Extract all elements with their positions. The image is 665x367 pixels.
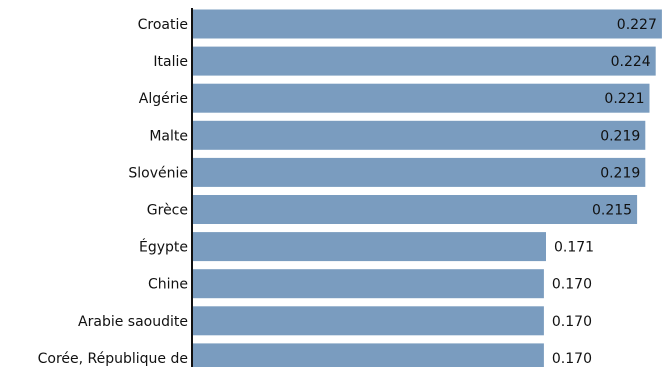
bar: [192, 83, 650, 113]
category-label: Corée, République de: [38, 351, 188, 367]
bar: [192, 343, 544, 367]
category-labels-group: Croatie Italie Algérie Malte Slovénie Grèce Ég…: [38, 17, 188, 367]
value-labels-group: 0.227 0.224 0.221 0.219 0.219 0.215 0.171 0.170…: [552, 17, 657, 367]
bar: [192, 195, 638, 224]
bar: [192, 157, 646, 187]
category-label: Chine: [148, 277, 188, 293]
category-label: Arabie saoudite: [78, 314, 188, 330]
bar: [192, 232, 546, 262]
category-label: Algérie: [139, 91, 188, 107]
bar: [192, 9, 662, 39]
category-label: Italie: [153, 54, 188, 70]
value-label: 0.215: [592, 203, 632, 219]
category-label: Malte: [149, 128, 188, 144]
value-label: 0.224: [611, 54, 651, 70]
category-label: Slovénie: [128, 165, 188, 181]
category-label: Égypte: [139, 239, 188, 256]
value-label: 0.170: [552, 351, 592, 367]
value-label: 0.170: [552, 277, 592, 293]
bar: [192, 46, 656, 76]
value-label: 0.221: [604, 91, 644, 107]
category-label: Grèce: [147, 203, 188, 219]
value-label: 0.227: [617, 17, 657, 33]
category-label: Croatie: [138, 17, 188, 33]
bar: [192, 306, 544, 336]
value-label: 0.170: [552, 314, 592, 330]
value-label: 0.219: [600, 128, 640, 144]
value-label: 0.171: [554, 240, 594, 256]
value-label: 0.219: [600, 165, 640, 181]
bar: [192, 269, 544, 299]
bar: [192, 120, 646, 150]
bars-group: [192, 9, 662, 367]
